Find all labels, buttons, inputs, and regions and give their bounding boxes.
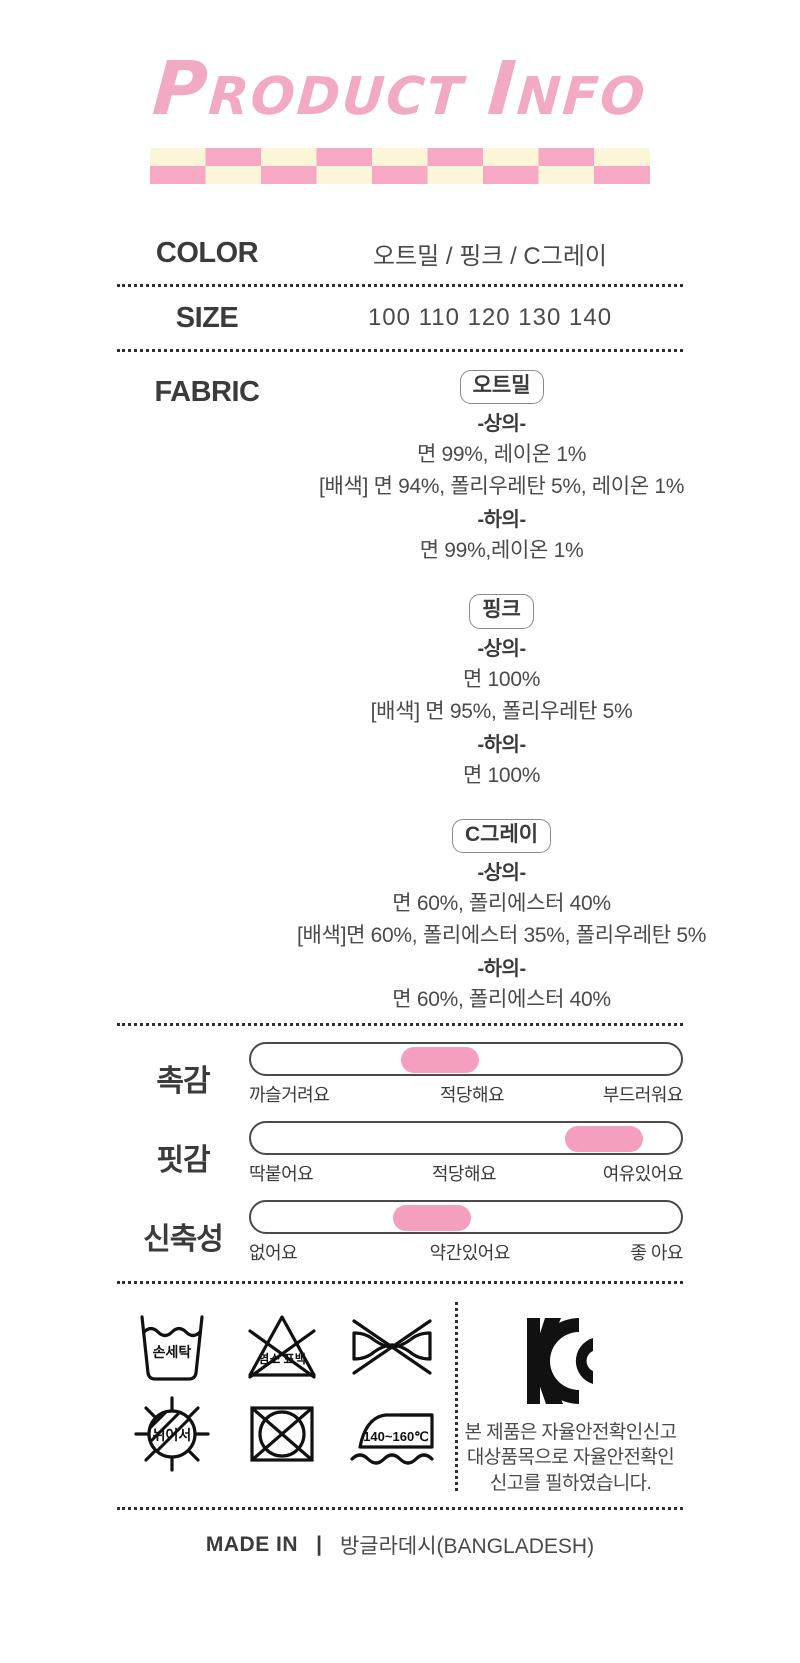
fabric-bottom-label: -하의- (477, 733, 526, 756)
iron-medium-icon: 140~160℃ (350, 1413, 434, 1465)
divider-fabric-sliders (117, 1022, 683, 1026)
row-color: COLOR 오트밀 / 핑크 / C그레이 (117, 222, 683, 284)
info-table: COLOR 오트밀 / 핑크 / C그레이 SIZE 100 110 120 1… (117, 222, 706, 1026)
slider-scale: 없어요 약간있어요 좋 아요 (249, 1239, 683, 1265)
made-in-footer: MADE IN | 방글라데시(BANGLADESH) (117, 1510, 683, 1560)
color-label: COLOR (155, 236, 259, 269)
row-fabric: FABRIC 오트밀 -상의- 면 99%, 레이온 1% [배색] 면 94%… (117, 352, 706, 1023)
scale-mid: 적당해요 (431, 1163, 497, 1184)
dry-flat-caption: 뉘어서 (153, 1427, 192, 1443)
kc-mark-icon (526, 1317, 593, 1404)
fabric-group-oatmeal: 오트밀 -상의- 면 99%, 레이온 1% [배색] 면 94%, 폴리우레탄… (297, 370, 706, 564)
fabric-line: 면 99%, 레이온 1% (416, 443, 587, 467)
slider-row-touch: 촉감 까슬거려요 적당해요 부드러워요 (117, 1041, 684, 1107)
fabric-top-label: -상의- (477, 413, 526, 436)
scale-mid: 적당해요 (439, 1084, 505, 1105)
hand-wash-caption: 손세탁 (153, 1344, 192, 1360)
care-section: 손세탁 염소 표백 (117, 1284, 683, 1497)
fabric-group-cgray: C그레이 -상의- 면 60%, 폴리에스터 40% [배색]면 60%, 폴리… (297, 818, 707, 1013)
checkered-ribbon-divider (150, 148, 650, 184)
fabric-group-pink: 핑크 -상의- 면 100% [배색] 면 95%, 폴리우레탄 5% -하의-… (297, 594, 706, 788)
fabric-bottom-label: -하의- (477, 509, 526, 532)
fabric-chip: C그레이 (451, 818, 552, 853)
fabric-line: 면 60%, 폴리에스터 40% (392, 987, 611, 1011)
fabric-top-label: -상의- (477, 861, 526, 884)
fabric-line: 면 99%,레이온 1% (419, 539, 584, 563)
scale-high: 좋 아요 (630, 1242, 683, 1263)
divider-sliders-care (117, 1280, 683, 1284)
kc-line: 대상품목으로 자율안전확인 (466, 1447, 675, 1469)
size-value: 100 110 120 130 140 (367, 304, 613, 331)
divider-color-size (117, 284, 683, 287)
made-in-label: MADE IN (205, 1532, 299, 1556)
slider-label: 촉감 (156, 1064, 210, 1098)
size-label: SIZE (175, 301, 239, 334)
fabric-line: 면 60%, 폴리에스터 40% (392, 891, 611, 915)
kc-line: 본 제품은 자율안전확인신고 (464, 1421, 678, 1443)
fabric-chip: 핑크 (469, 594, 534, 629)
no-chlorine-bleach-icon: 염소 표백 (248, 1315, 316, 1379)
scale-high: 여유있어요 (602, 1163, 684, 1184)
fabric-line: 면 100% (463, 763, 541, 787)
kc-text: 본 제품은 자율안전확인신고 대상품목으로 자율안전확인 신고를 필하였습니다. (458, 1420, 683, 1497)
scale-mid: 약간있어요 (429, 1242, 511, 1263)
slider-main: 까슬거려요 적당해요 부드러워요 (249, 1041, 684, 1107)
fabric-bottom-label: -하의- (477, 957, 526, 980)
color-value: 오트밀 / 핑크 / C그레이 (373, 242, 607, 270)
slider-label: 신축성 (143, 1222, 224, 1256)
row-size: SIZE 100 110 120 130 140 (117, 287, 683, 349)
scale-low: 딱붙어요 (249, 1163, 314, 1184)
care-symbol-grid: 손세탁 염소 표백 (117, 1302, 447, 1497)
slider-scale: 까슬거려요 적당해요 부드러워요 (249, 1081, 684, 1107)
dry-flat-in-shade-icon: 뉘어서 (134, 1396, 210, 1472)
fabric-label: FABRIC (154, 376, 260, 408)
hand-wash-icon: 손세탁 (140, 1315, 204, 1381)
do-not-wring-icon (352, 1319, 432, 1375)
do-not-tumble-dry-icon (250, 1406, 314, 1462)
divider-size-fabric (117, 349, 683, 352)
divider-care-footer (117, 1506, 683, 1510)
fabric-top-label: -상의- (477, 637, 526, 660)
slider-label: 핏감 (156, 1143, 210, 1177)
slider-thumb[interactable] (392, 1204, 471, 1231)
slider-row-stretch: 신축성 없어요 약간있어요 좋 아요 (117, 1199, 683, 1265)
made-in-value: 방글라데시(BANGLADESH) (339, 1534, 595, 1558)
page-header: PRODUCT INFO (0, 0, 800, 132)
slider-main: 딱붙어요 적당해요 여유있어요 (249, 1120, 684, 1186)
fabric-line: [배색]면 60%, 폴리에스터 35%, 폴리우레탄 5% (297, 923, 707, 947)
fabric-line: [배색] 면 95%, 폴리우레탄 5% (370, 699, 633, 723)
slider-scale: 딱붙어요 적당해요 여유있어요 (249, 1160, 684, 1186)
slider-track[interactable] (249, 1120, 683, 1155)
kc-line: 신고를 필하였습니다. (489, 1473, 652, 1495)
iron-temperature-caption: 140~160℃ (363, 1429, 429, 1444)
care-vertical-divider (455, 1301, 458, 1491)
fabric-chip: 오트밀 (459, 370, 544, 405)
slider-row-fit: 핏감 딱붙어요 적당해요 여유있어요 (117, 1120, 684, 1186)
page-title: PRODUCT INFO (150, 46, 649, 132)
fabric-line: 면 100% (463, 667, 541, 691)
scale-low: 없어요 (249, 1242, 298, 1263)
slider-track[interactable] (249, 1199, 683, 1234)
slider-thumb[interactable] (401, 1046, 480, 1073)
slider-track[interactable] (249, 1041, 683, 1076)
made-in-separator: | (316, 1532, 322, 1556)
kc-certification: 본 제품은 자율안전확인신고 대상품목으로 자율안전확인 신고를 필하였습니다. (458, 1302, 683, 1497)
slider-main: 없어요 약간있어요 좋 아요 (249, 1199, 683, 1265)
slider-thumb[interactable] (564, 1125, 643, 1152)
scale-low: 까슬거려요 (249, 1084, 330, 1105)
fabric-line: [배색] 면 94%, 폴리우레탄 5%, 레이온 1% (318, 475, 685, 499)
rating-sliders: 촉감 까슬거려요 적당해요 부드러워요 핏감 딱붙어요 (117, 1026, 684, 1265)
scale-high: 부드러워요 (602, 1084, 684, 1105)
fabric-body: 오트밀 -상의- 면 99%, 레이온 1% [배색] 면 94%, 폴리우레탄… (297, 370, 706, 1019)
